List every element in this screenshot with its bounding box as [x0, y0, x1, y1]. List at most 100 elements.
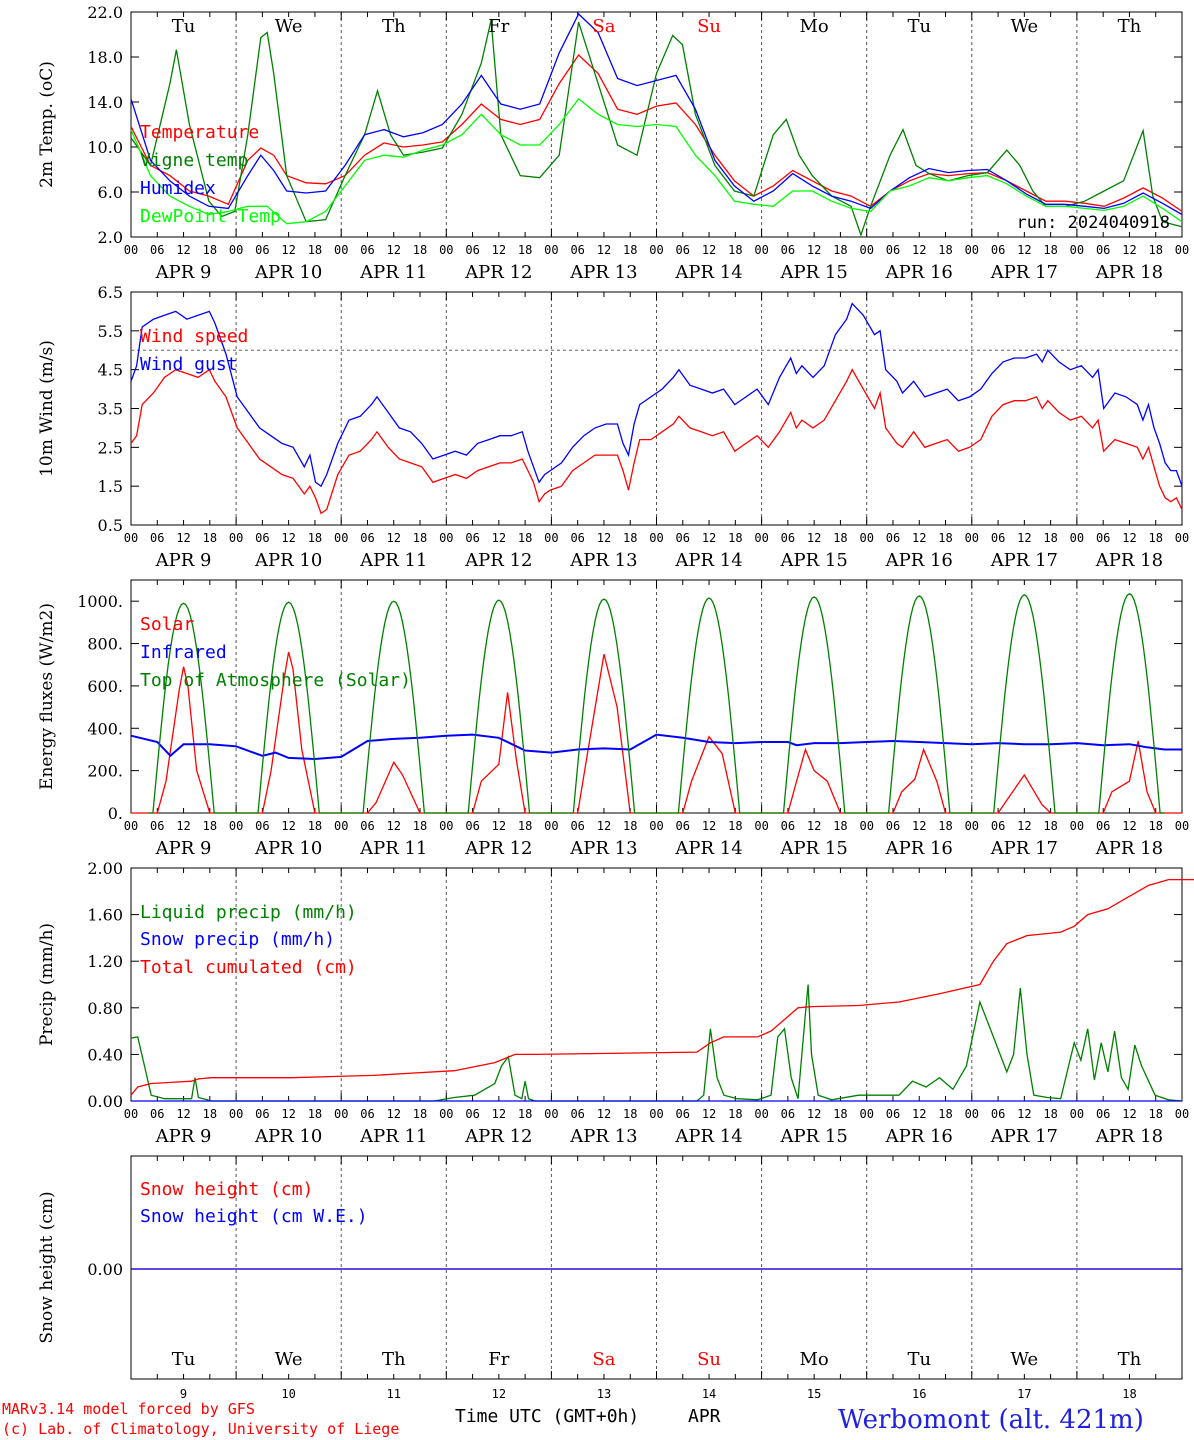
day-label: APR 11	[359, 838, 427, 859]
weekday-label-bottom: Su	[697, 1349, 721, 1370]
hour-tick-label: 00	[544, 819, 558, 833]
day-label: APR 15	[780, 550, 848, 571]
hour-tick-label: 00	[124, 243, 138, 257]
hour-tick-label: 06	[570, 819, 584, 833]
weekday-label-bottom: Fr	[488, 1349, 509, 1370]
hour-tick-label: 00	[649, 819, 663, 833]
legend-entry: Wind gust	[140, 354, 238, 375]
y-tick-label: 0.80	[87, 999, 123, 1018]
day-label: APR 16	[885, 262, 953, 283]
y-tick-label: 0.	[108, 804, 123, 823]
weekday-label-bottom: Tu	[172, 1349, 196, 1370]
y-axis-label: Energy fluxes (W/m2)	[37, 603, 57, 790]
hour-tick-label: 00	[439, 1107, 453, 1121]
day-label: APR 18	[1095, 550, 1163, 571]
day-label: APR 9	[155, 550, 212, 571]
day-label: APR 9	[155, 838, 212, 859]
hour-tick-label: 18	[938, 531, 952, 545]
y-tick-label: 600.	[87, 677, 123, 696]
day-label: APR 14	[674, 1126, 742, 1147]
hour-tick-label: 06	[255, 243, 269, 257]
y-axis-label: Precip (mm/h)	[37, 923, 57, 1046]
y-axis-label: Snow height (cm)	[37, 1191, 57, 1343]
hour-tick-label: 06	[570, 531, 584, 545]
day-number-label: 14	[702, 1387, 716, 1401]
hour-tick-label: 12	[702, 531, 716, 545]
hour-tick-label: 00	[649, 243, 663, 257]
hour-tick-label: 00	[229, 819, 243, 833]
hour-tick-label: 06	[465, 243, 479, 257]
hour-tick-label: 18	[203, 243, 217, 257]
hour-tick-label: 12	[597, 819, 611, 833]
hour-tick-label: 00	[1175, 819, 1189, 833]
hour-tick-label: 00	[1175, 531, 1189, 545]
hour-tick-label: 18	[833, 819, 847, 833]
hour-tick-label: 12	[807, 243, 821, 257]
hour-tick-label: 00	[229, 1107, 243, 1121]
series-line-humidex	[130, 12, 1183, 216]
hour-tick-label: 06	[150, 819, 164, 833]
hour-tick-label: 00	[544, 243, 558, 257]
y-tick-label: 0.5	[98, 516, 123, 535]
hour-tick-label: 12	[912, 1107, 926, 1121]
station-name: Werbomont (alt. 421m)	[838, 1405, 1144, 1435]
hour-tick-label: 00	[754, 243, 768, 257]
hour-tick-label: 18	[413, 1107, 427, 1121]
legend-entry: Vigne temp	[140, 150, 248, 171]
hour-tick-label: 00	[754, 1107, 768, 1121]
day-label: APR 11	[359, 1126, 427, 1147]
y-tick-label: 18.0	[87, 48, 123, 67]
hour-tick-label: 06	[360, 243, 374, 257]
panel-1: 00 06 12 18 00 06 12 18 00 06 12 18 00 06 12 18 00 06 12 18…	[37, 3, 1189, 283]
y-tick-label: 1.20	[87, 952, 123, 971]
hour-tick-label: 18	[833, 531, 847, 545]
weekday-label-bottom: Mo	[800, 1349, 829, 1370]
hour-tick-label: 12	[807, 531, 821, 545]
hour-tick-label: 00	[649, 1107, 663, 1121]
day-label: APR 13	[569, 550, 637, 571]
hour-tick-label: 12	[597, 531, 611, 545]
hour-tick-label: 00	[1070, 531, 1084, 545]
y-tick-label: 5.5	[98, 322, 123, 341]
y-tick-label: 200.	[87, 762, 123, 781]
hour-tick-label: 12	[176, 819, 190, 833]
hour-tick-label: 12	[702, 243, 716, 257]
hour-tick-label: 12	[492, 531, 506, 545]
hour-tick-label: 00	[965, 243, 979, 257]
weekday-label: Th	[382, 16, 406, 37]
hour-tick-label: 18	[623, 819, 637, 833]
day-number-label: 17	[1017, 1387, 1031, 1401]
hour-tick-label: 12	[807, 819, 821, 833]
day-label: APR 18	[1095, 838, 1163, 859]
hour-tick-label: 18	[623, 531, 637, 545]
day-number-label: 15	[807, 1387, 821, 1401]
hour-tick-label: 12	[387, 531, 401, 545]
hour-tick-label: 06	[255, 1107, 269, 1121]
hour-tick-label: 12	[1017, 243, 1031, 257]
weekday-label-bottom: We	[275, 1349, 303, 1370]
day-label: APR 12	[464, 838, 532, 859]
day-number-label: 12	[492, 1387, 506, 1401]
hour-tick-label: 06	[150, 531, 164, 545]
y-tick-label: 1.5	[98, 477, 123, 496]
day-label: APR 18	[1095, 262, 1163, 283]
series-line-infrared	[130, 733, 1182, 761]
series-line-liquid-precip-mm-h-	[130, 984, 1183, 1102]
day-label: APR 17	[990, 550, 1058, 571]
day-label: APR 13	[569, 262, 637, 283]
hour-tick-label: 12	[492, 819, 506, 833]
hour-tick-label: 06	[676, 531, 690, 545]
y-tick-label: 2.5	[98, 438, 123, 457]
panel-5: 0.00 Snow height (cm) Snow height (cm) Snow…	[37, 1155, 1183, 1380]
hour-tick-label: 12	[912, 243, 926, 257]
legend-entry: DewPoint Temp	[140, 206, 281, 227]
hour-tick-label: 06	[150, 243, 164, 257]
y-tick-label: 0.00	[87, 1092, 123, 1111]
y-tick-label: 0.40	[87, 1045, 123, 1064]
hour-tick-label: 06	[781, 819, 795, 833]
weekday-label: Sa	[592, 16, 615, 37]
hour-tick-label: 00	[439, 531, 453, 545]
weekday-label: Su	[697, 16, 721, 37]
y-tick-label: 1.60	[87, 906, 123, 925]
day-label: APR 12	[464, 1126, 532, 1147]
